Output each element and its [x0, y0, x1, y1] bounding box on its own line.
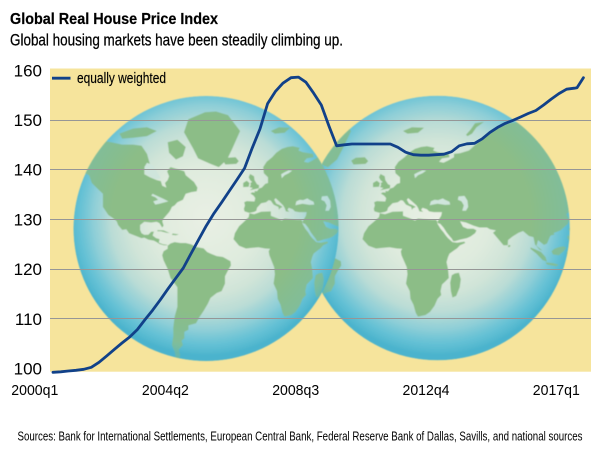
svg-text:120: 120	[14, 260, 42, 279]
svg-text:2000q1: 2000q1	[11, 382, 58, 399]
svg-text:Global housing markets have be: Global housing markets have been steadil…	[10, 32, 343, 50]
svg-text:Sources: Bank for Internationa: Sources: Bank for International Settleme…	[18, 430, 583, 444]
svg-text:2004q2: 2004q2	[142, 382, 189, 399]
svg-text:140: 140	[14, 161, 42, 180]
svg-text:100: 100	[14, 359, 42, 378]
svg-text:130: 130	[14, 210, 42, 229]
svg-text:2017q1: 2017q1	[533, 382, 580, 399]
svg-text:equally weighted: equally weighted	[77, 70, 166, 87]
svg-text:110: 110	[15, 310, 42, 329]
svg-text:160: 160	[14, 61, 42, 80]
svg-text:2008q3: 2008q3	[272, 382, 319, 399]
svg-text:2012q4: 2012q4	[403, 382, 450, 399]
svg-text:150: 150	[14, 111, 42, 130]
svg-text:Global Real House Price Index: Global Real House Price Index	[10, 11, 218, 28]
